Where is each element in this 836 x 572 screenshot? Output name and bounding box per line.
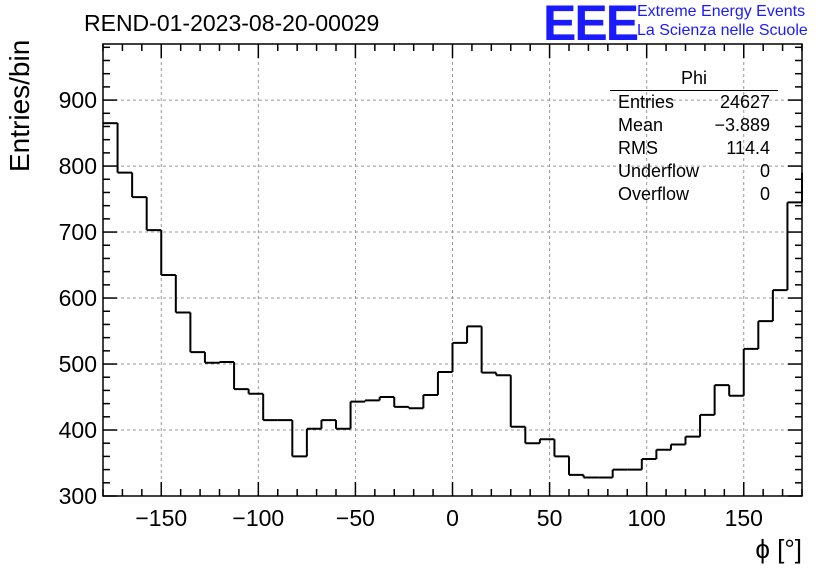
chart-title: REND-01-2023-08-20-00029 <box>84 10 380 36</box>
histogram-bin <box>568 456 584 476</box>
y-axis-label: Entries/bin <box>4 39 35 172</box>
histogram-bin <box>524 426 540 445</box>
histogram-bin <box>640 458 657 470</box>
stats-label: Underflow <box>618 161 700 181</box>
histogram-bin <box>291 420 307 458</box>
histogram-bin <box>771 289 788 322</box>
histogram-bin <box>305 427 322 457</box>
histogram-bin <box>451 341 468 372</box>
x-tick-label: 150 <box>725 505 763 531</box>
histogram-bin <box>611 468 628 478</box>
stats-value: 0 <box>759 161 770 181</box>
histogram-bin <box>247 389 264 395</box>
stats-row: Underflow 0 <box>610 160 778 183</box>
histogram-bin <box>203 352 220 364</box>
grid-lines <box>103 44 802 496</box>
histogram-bin <box>480 326 497 374</box>
x-tick-label: 100 <box>627 505 665 531</box>
histogram-bin <box>509 375 526 428</box>
y-tick-label: 500 <box>59 351 97 377</box>
stats-title: Phi <box>610 68 778 91</box>
stats-value: −3.889 <box>714 115 770 135</box>
histogram-bin <box>116 123 133 174</box>
y-tick-label: 600 <box>59 285 97 311</box>
histogram-bin <box>320 419 336 429</box>
eee-logo-text: Extreme Energy Events La Scienza nelle S… <box>637 2 808 40</box>
histogram-bin <box>495 372 511 377</box>
x-tick-label: −50 <box>336 505 375 531</box>
histogram-bin <box>786 201 802 291</box>
histogram-bin <box>378 396 395 401</box>
histogram-bin <box>407 406 424 410</box>
x-tick-label: −100 <box>232 505 284 531</box>
histogram-bin <box>728 385 744 397</box>
histogram-bin <box>393 397 409 408</box>
stats-value: 114.4 <box>726 138 770 158</box>
histogram-bin <box>335 420 351 430</box>
histogram-bin <box>422 394 438 409</box>
axis-ticks <box>102 44 803 497</box>
histogram-bin <box>582 474 599 479</box>
stats-row: Entries 24627 <box>610 91 778 114</box>
plot-frame <box>102 43 803 497</box>
stats-label: Overflow <box>618 184 690 204</box>
histogram-bin <box>174 274 191 314</box>
y-tick-label: 700 <box>59 219 97 245</box>
stats-label: RMS <box>618 138 658 158</box>
stats-row: Mean −3.889 <box>610 114 778 137</box>
histogram-bin <box>160 230 176 276</box>
y-tick-label: 900 <box>59 87 97 113</box>
y-tick-label: 300 <box>59 483 97 509</box>
histogram-bin <box>218 361 235 364</box>
histogram-bin <box>742 347 759 396</box>
stats-row: Overflow 0 <box>610 183 778 206</box>
histogram-bin <box>364 399 380 402</box>
histogram-bin <box>145 197 162 232</box>
histogram-bin <box>553 439 569 458</box>
stats-value: 24627 <box>719 92 770 112</box>
x-tick-label: −150 <box>135 505 187 531</box>
histogram-bin <box>655 448 671 460</box>
x-tick-label: 50 <box>537 505 563 531</box>
logo-line-2: La Scienza nelle Scuole <box>637 22 808 39</box>
histogram-bin <box>699 413 715 437</box>
histogram-bin <box>713 384 730 415</box>
logo-line-1: Extreme Energy Events <box>637 3 806 20</box>
y-tick-label: 800 <box>59 153 97 179</box>
histogram-bin <box>466 325 482 343</box>
tick-labels: −150 −100 −50 0 50 100 150 300 400 500 600 700 800 90… <box>59 87 763 531</box>
histogram-bin <box>538 438 555 444</box>
x-axis-label: ϕ [°] <box>755 534 802 564</box>
histogram-bin <box>349 400 366 429</box>
y-tick-label: 400 <box>59 417 97 443</box>
histogram-bin <box>684 435 701 445</box>
histogram-bin <box>131 172 147 199</box>
histogram-bin <box>757 320 773 349</box>
histogram-bin <box>233 362 249 391</box>
histogram-bin <box>189 312 205 354</box>
stats-box: Phi Entries 24627 Mean −3.889 RMS 114.4 Underf… <box>610 68 778 206</box>
stats-label: Mean <box>618 115 664 135</box>
histogram-bin <box>436 370 453 396</box>
histogram-bars <box>103 122 803 479</box>
histogram-bin <box>262 393 278 422</box>
stats-label: Entries <box>618 92 675 112</box>
histogram-bin <box>669 443 686 450</box>
x-tick-label: 0 <box>446 505 459 531</box>
stats-row: RMS 114.4 <box>610 137 778 160</box>
eee-logo: EEE <box>543 0 639 51</box>
stats-value: 0 <box>759 184 770 204</box>
